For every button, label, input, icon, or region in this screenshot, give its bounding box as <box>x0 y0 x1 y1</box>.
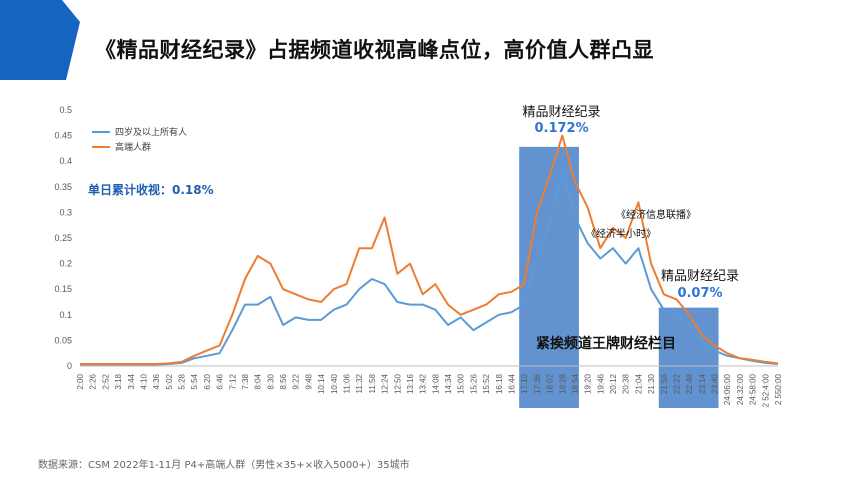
legend-label: 四岁及以上所有人 <box>115 126 187 138</box>
x-tick-label: 6:20 <box>203 373 212 389</box>
x-tick-label: 4:10 <box>139 373 148 389</box>
legend-label: 高端人群 <box>115 141 151 153</box>
y-tick-label: 0.5 <box>59 105 72 115</box>
x-tick-label: 12:24 <box>381 373 390 394</box>
x-tick-label: 20:12 <box>609 373 618 394</box>
x-tick-label: 19:20 <box>584 373 593 394</box>
x-tick-label: 24:32:00 <box>736 373 745 405</box>
daily-rating-annotation: 单日累计收视：0.18% <box>88 182 214 197</box>
x-tick-label: 24:58:00 <box>749 373 758 405</box>
corner-accent-shape <box>0 0 80 80</box>
x-tick-label: 21:04 <box>634 373 643 394</box>
y-tick-label: 0.25 <box>54 233 72 243</box>
y-tick-label: 0.45 <box>54 131 72 141</box>
x-tick-label: 15:26 <box>469 373 478 394</box>
y-tick-label: 0.15 <box>54 284 72 294</box>
x-tick-label: 5:28 <box>178 373 187 389</box>
x-tick-label: 2:26 <box>89 373 98 389</box>
x-tick-label: 18:02 <box>546 373 555 394</box>
x-tick-label: 13:42 <box>419 373 428 394</box>
y-tick-label: 0 <box>67 361 72 371</box>
x-tick-label: 17:36 <box>533 373 542 394</box>
x-tick-label: 12:50 <box>393 373 402 394</box>
x-tick-label: 16:44 <box>507 373 516 394</box>
x-tick-label: 15:52 <box>482 373 491 394</box>
x-tick-label: 18:28 <box>558 373 567 394</box>
page-title: 《精品财经纪录》占据频道收视高峰点位，高价值人群凸显 <box>95 38 654 62</box>
x-tick-label: 21:56 <box>660 373 669 394</box>
x-tick-label: 16:18 <box>495 373 504 394</box>
x-tick-label: 11:06 <box>343 373 352 393</box>
x-tick-label: 15:00 <box>457 373 466 394</box>
x-tick-label: 19:46 <box>596 373 605 394</box>
x-tick-label: 3:44 <box>127 373 136 389</box>
highlight-label: 精品财经纪录 <box>523 105 601 120</box>
x-tick-label: 9:22 <box>292 373 301 389</box>
x-tick-label: 23:40 <box>711 373 720 394</box>
series-line-1 <box>80 170 779 366</box>
x-tick-label: 5:02 <box>165 373 174 389</box>
program-annotation: 《经济信息联播》 <box>616 208 696 221</box>
x-tick-label: 20:38 <box>622 373 631 394</box>
y-tick-label: 0.2 <box>59 259 72 269</box>
x-tick-label: 2 550:00 <box>774 373 783 405</box>
highlight-label: 精品财经纪录 <box>661 269 739 284</box>
data-source-note: 数据来源：CSM 2022年1-11月 P4+高端人群（男性×35+×收入500… <box>38 460 410 471</box>
bottom-annotation: 紧挨频道王牌财经栏目 <box>536 335 676 352</box>
x-tick-label: 22:48 <box>685 373 694 394</box>
x-tick-label: 13:16 <box>406 373 415 394</box>
x-tick-label: 7:12 <box>228 373 237 389</box>
x-tick-label: 2:52 <box>101 373 110 389</box>
x-tick-label: 10:40 <box>330 373 339 394</box>
y-tick-label: 0.1 <box>59 310 72 320</box>
x-tick-label: 14:08 <box>431 373 440 394</box>
x-tick-label: 6:46 <box>216 373 225 389</box>
highlight-value: 0.172% <box>534 121 588 136</box>
x-tick-label: 7:38 <box>241 373 250 389</box>
x-tick-label: 14:34 <box>444 373 453 394</box>
highlight-value: 0.07% <box>677 286 722 301</box>
y-tick-label: 0.3 <box>59 207 72 217</box>
x-tick-label: 5:54 <box>190 373 199 389</box>
x-tick-label: 8:56 <box>279 373 288 389</box>
x-tick-label: 23:14 <box>698 373 707 394</box>
program-annotation: 《经济半小时》 <box>586 227 656 240</box>
y-tick-label: 0.4 <box>59 156 72 166</box>
y-tick-label: 0.05 <box>54 335 72 345</box>
x-tick-label: 21:30 <box>647 373 656 394</box>
highlight-band <box>519 146 579 408</box>
x-tick-label: 18:54 <box>571 373 580 394</box>
x-tick-label: 4:36 <box>152 373 161 389</box>
x-tick-label: 8:04 <box>254 373 263 389</box>
y-tick-label: 0.35 <box>54 182 72 192</box>
x-tick-label: 10:14 <box>317 373 326 394</box>
series-line-2 <box>80 134 779 365</box>
x-tick-label: 2:00 <box>76 373 85 389</box>
x-tick-label: 8:30 <box>266 373 275 389</box>
x-tick-label: 11:58 <box>368 373 377 393</box>
x-tick-label: 9:48 <box>304 373 313 389</box>
x-tick-label: 11:32 <box>355 373 364 393</box>
x-tick-label: 24:06:00 <box>723 373 732 405</box>
x-tick-label: 22:22 <box>672 373 681 394</box>
x-tick-label: 17:10 <box>520 373 529 394</box>
x-tick-label: 2 52:4:00 <box>761 373 770 407</box>
x-tick-label: 3:18 <box>114 373 123 389</box>
